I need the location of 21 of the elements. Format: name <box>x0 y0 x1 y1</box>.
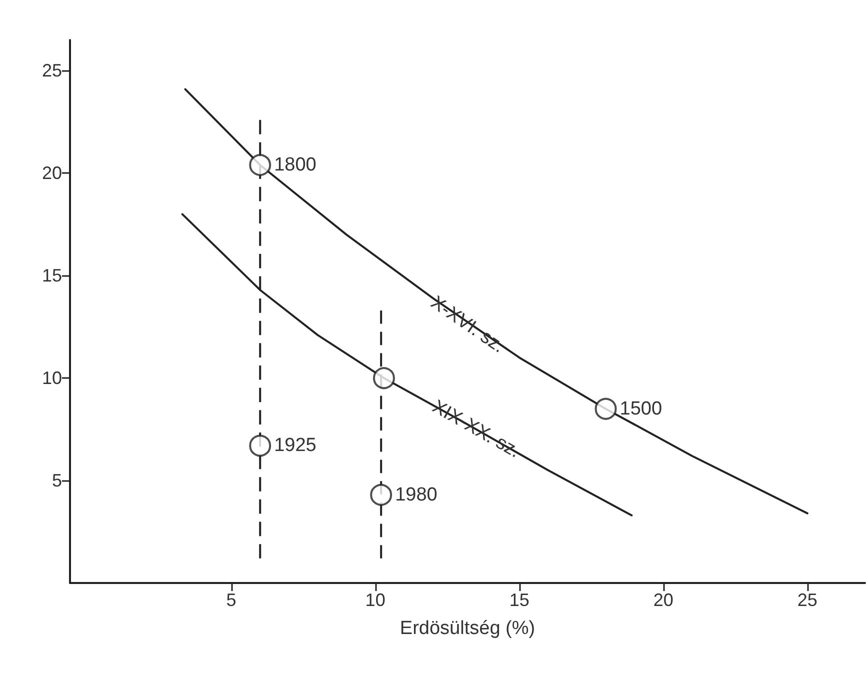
y-tick-label: 25 <box>42 60 62 81</box>
y-tick-label: 15 <box>42 266 62 286</box>
x-axis-title: Erdösültség (%) <box>400 618 536 639</box>
point <box>594 398 617 420</box>
x-tick-label: 20 <box>653 590 674 610</box>
annotation: 1980 <box>395 484 438 506</box>
line-series <box>184 88 808 514</box>
annotation: 1500 <box>620 398 662 420</box>
point <box>249 154 272 176</box>
x-tick-label: 15 <box>509 590 530 610</box>
point <box>372 367 395 390</box>
point <box>249 434 272 457</box>
y-tick-label: 20 <box>42 163 62 184</box>
annotation: 1925 <box>274 435 316 456</box>
x-tick-label: 10 <box>365 590 386 610</box>
y-tick-label: 5 <box>52 470 62 491</box>
x-tick-label: 5 <box>226 590 236 610</box>
y-tick-label: 10 <box>42 368 62 388</box>
x-tick-label: 25 <box>797 590 818 610</box>
point <box>370 484 392 506</box>
annotation: 1800 <box>274 154 316 176</box>
